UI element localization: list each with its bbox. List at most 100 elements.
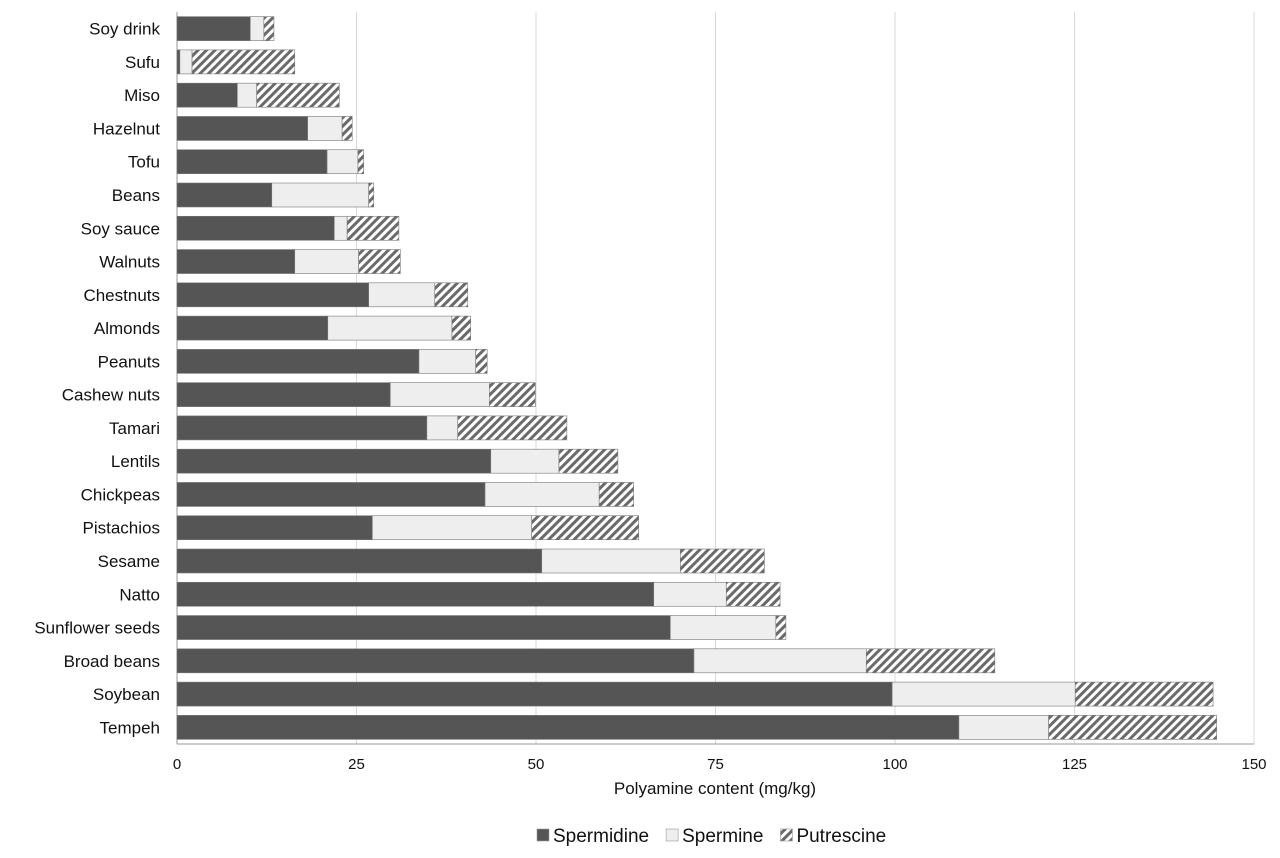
bar-segment-spermine	[271, 182, 370, 208]
bar-segment-spermine	[653, 581, 727, 607]
x-tick-label: 125	[1062, 756, 1087, 773]
y-category-label: Chickpeas	[81, 485, 160, 504]
x-tick-label: 100	[882, 756, 907, 773]
bar-segment-putrescine	[457, 415, 568, 441]
bar-segment-putrescine	[191, 49, 296, 75]
bar-segment-spermine	[371, 515, 532, 541]
bar-segment-spermine	[484, 482, 600, 507]
bar-segment-putrescine	[489, 382, 536, 407]
y-category-label: Sunflower seeds	[34, 619, 160, 638]
y-category-label: Pistachios	[83, 519, 160, 538]
y-category-label: Broad beans	[64, 652, 160, 671]
x-axis-label: Polyamine content (mg/kg)	[614, 779, 816, 798]
bar-segment-spermine	[294, 249, 359, 274]
y-category-label: Soy sauce	[81, 219, 160, 238]
bar-segment-spermidine	[176, 515, 373, 541]
bar-segment-spermidine	[176, 82, 238, 108]
bar-segment-spermidine	[176, 16, 251, 41]
bar-segment-spermine	[693, 648, 867, 674]
x-tick-label: 75	[707, 756, 724, 773]
bar-segment-putrescine	[368, 182, 375, 208]
bar-segment-spermine	[541, 548, 681, 574]
y-category-label: Lentils	[111, 452, 160, 471]
legend: Spermidine Spermine Putrescine	[536, 826, 886, 847]
x-tick-label: 50	[528, 756, 545, 773]
bar-segment-putrescine	[1074, 681, 1214, 707]
bar-segment-putrescine	[725, 581, 781, 607]
bar-segment-putrescine	[865, 648, 996, 674]
legend-swatch-spermidine	[536, 828, 550, 842]
y-category-label: Natto	[119, 585, 160, 604]
y-category-label: Sesame	[98, 552, 160, 571]
bar-segment-putrescine	[680, 548, 765, 574]
bar-segment-putrescine	[256, 82, 340, 108]
bar-segment-spermine	[368, 282, 436, 308]
y-category-label: Tamari	[109, 419, 160, 438]
y-category-label: Soybean	[93, 685, 160, 704]
legend-label: Spermine	[682, 826, 763, 847]
y-category-label: Soy drink	[89, 20, 160, 39]
y-category-label: Sufu	[125, 53, 160, 72]
bar-segment-putrescine	[346, 215, 400, 241]
bar-segment-spermidine	[176, 315, 329, 341]
x-tick-label: 150	[1241, 756, 1266, 773]
bar-segment-spermine	[490, 448, 560, 474]
bar-segment-spermidine	[176, 116, 308, 141]
bar-segment-spermine	[418, 349, 476, 374]
bar-segment-putrescine	[558, 448, 619, 474]
bar-segment-spermine	[307, 116, 343, 141]
legend-label: Spermidine	[553, 826, 649, 847]
bar-segment-spermidine	[176, 482, 486, 507]
legend-label: Putrescine	[796, 826, 886, 847]
bar-segment-spermidine	[176, 182, 273, 208]
bar-segment-putrescine	[451, 315, 471, 341]
bar-segment-spermidine	[176, 215, 335, 241]
bar-segment-putrescine	[1048, 715, 1217, 740]
bar-segment-spermine	[426, 415, 459, 441]
bar-segment-spermine	[958, 715, 1049, 740]
bar-segment-putrescine	[475, 349, 488, 374]
bar-segment-putrescine	[341, 116, 353, 141]
bar-segment-spermine	[327, 315, 453, 341]
legend-swatch-spermine	[665, 828, 679, 842]
bar-segment-putrescine	[531, 515, 639, 541]
y-category-label: Chestnuts	[83, 286, 160, 305]
y-category-label: Hazelnut	[93, 119, 160, 138]
bar-segment-spermine	[669, 615, 777, 640]
bar-segment-putrescine	[358, 249, 401, 274]
y-category-label: Cashew nuts	[62, 386, 160, 405]
bar-segment-spermidine	[176, 548, 543, 574]
bar-segment-putrescine	[434, 282, 469, 308]
bar-segment-spermidine	[176, 615, 671, 640]
y-category-label: Beans	[112, 186, 160, 205]
bar-segment-spermine	[333, 215, 348, 241]
bar-segment-spermidine	[176, 581, 655, 607]
bar-segment-spermidine	[176, 681, 893, 707]
bar-segment-spermine	[891, 681, 1076, 707]
bar-segment-spermidine	[176, 282, 370, 308]
legend-swatch-putrescine	[780, 828, 793, 842]
y-category-label: Almonds	[94, 319, 160, 338]
bar-segment-spermidine	[176, 648, 695, 674]
bar-segment-putrescine	[357, 149, 364, 175]
bar-segment-spermine	[249, 16, 265, 41]
y-category-label: Tempeh	[100, 718, 160, 737]
bar-segment-spermidine	[176, 382, 391, 407]
bar-segment-spermidine	[176, 715, 960, 740]
bar-segment-putrescine	[598, 482, 634, 507]
bar-segment-spermidine	[176, 349, 420, 374]
y-category-label: Walnuts	[99, 253, 160, 272]
bar-segment-putrescine	[775, 615, 787, 640]
bar-segment-putrescine	[263, 16, 275, 41]
bar-segment-spermidine	[176, 448, 492, 474]
bar-segment-spermine	[179, 49, 193, 75]
bar-segment-spermine	[389, 382, 490, 407]
x-tick-label: 25	[348, 756, 365, 773]
y-category-label: Peanuts	[98, 352, 160, 371]
bar-segment-spermidine	[176, 149, 328, 175]
bar-segment-spermidine	[176, 249, 296, 274]
bar-segment-spermidine	[176, 415, 428, 441]
bar-segment-spermine	[326, 149, 359, 175]
